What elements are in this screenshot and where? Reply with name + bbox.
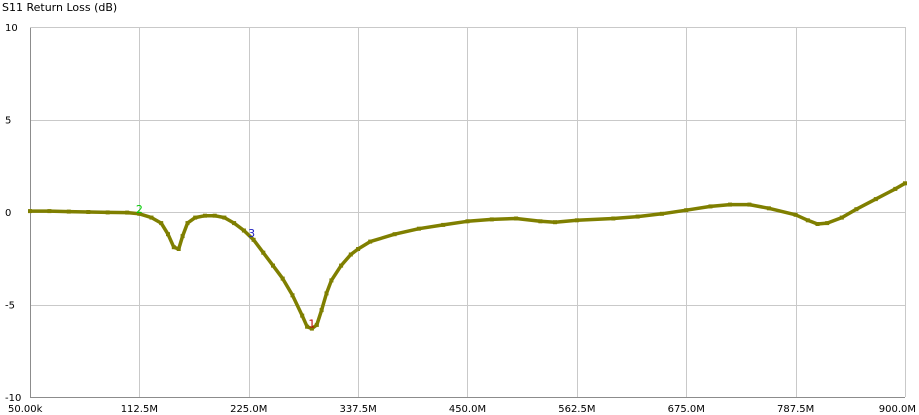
x-tick-labels: 50.00k 112.5M 225.0M 337.5M 450.0M 562.5M 675.… [8,404,916,415]
data-point [66,209,71,214]
y-tick-label: 0 [5,208,11,219]
data-point [441,222,446,227]
data-point [489,217,494,222]
x-tick-label: 112.5M [121,404,158,415]
data-point [319,308,324,313]
data-point [514,216,519,221]
data-point [212,213,217,218]
data-point [251,237,256,242]
data-point [241,228,246,233]
x-tick-label: 450.0M [449,404,486,415]
y-tick-label: -5 [5,301,15,312]
data-point [368,239,373,244]
data-point [684,208,689,213]
data-point [903,181,907,186]
data-point [171,245,176,250]
data-point [305,324,310,329]
data-point [314,322,319,327]
data-point [416,226,421,231]
data-point [280,276,285,281]
y-tick-label: 5 [5,116,11,127]
data-point [149,215,154,220]
data-point [105,210,110,215]
data-point [166,232,170,237]
data-point [538,219,543,224]
data-point [793,212,798,217]
data-point [815,222,820,226]
data-point [137,211,142,216]
data-point [708,204,713,209]
data-point [659,211,664,216]
data-point [574,218,579,223]
data-point [28,209,32,214]
y-tick-label: 10 [5,23,18,34]
y-tick-label: -10 [5,393,21,404]
chart-title: S11 Return Loss (dB) [2,1,117,14]
x-tick-label: 225.0M [230,404,267,415]
data-point [86,210,91,214]
marker-label: 2 [136,203,143,216]
data-point [193,215,198,220]
x-tick-label: 675.0M [668,404,705,415]
data-point [47,209,52,214]
data-point [222,215,227,220]
data-point [185,221,190,226]
data-point [805,218,810,223]
axes [30,27,906,398]
data-point [261,250,266,255]
data-point [839,215,844,220]
marker-label: 3 [248,227,255,240]
data-point [747,202,752,207]
data-point [392,232,397,237]
data-point [825,221,830,226]
y-tick-labels: 10 5 0 -5 -10 [5,23,21,404]
data-point [873,197,878,202]
data-point [300,313,305,318]
series-layer [28,181,907,331]
x-tick-label: 787.5M [777,404,814,415]
x-tick-label: 900.0M [879,404,916,415]
data-point [854,207,859,212]
marker-label: 1 [308,318,315,331]
marker-layer: 1 2 3 [136,203,316,331]
data-point [324,291,329,296]
data-point [635,214,640,219]
data-point [203,213,207,218]
x-tick-label: 337.5M [339,404,376,415]
data-point [232,221,237,226]
data-point [176,247,181,251]
data-point [180,234,185,239]
data-point [339,263,344,268]
data-point [329,278,334,283]
data-point [766,206,771,211]
data-point [465,219,470,224]
data-point [893,186,898,191]
data-point [271,263,275,268]
data-point [309,326,314,331]
data-point [125,210,130,215]
x-tick-label: 50.00k [8,404,43,415]
data-point [348,252,353,257]
data-point [159,221,164,226]
data-point [553,220,557,225]
grid [30,27,905,397]
data-point [356,247,361,251]
data-point [728,202,732,207]
x-tick-label: 562.5M [558,404,595,415]
data-point [611,216,616,221]
data-point [290,293,295,298]
